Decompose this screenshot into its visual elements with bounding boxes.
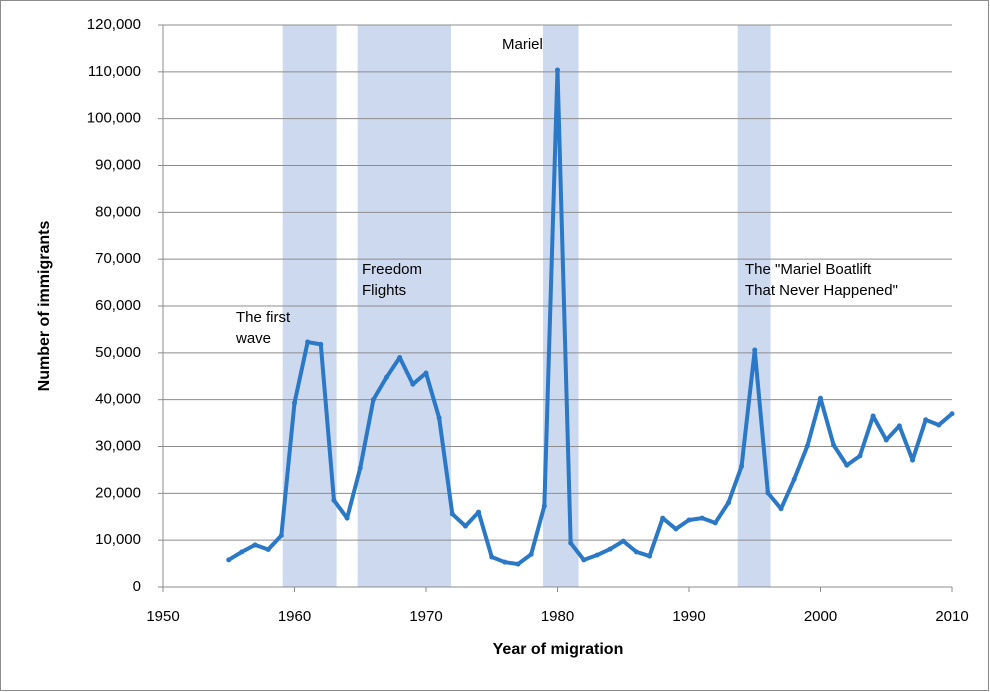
point [384, 374, 390, 380]
x-tick-label: 1950 [146, 608, 179, 625]
point [857, 453, 863, 459]
x-tick-label: 1990 [672, 608, 705, 625]
point [607, 546, 613, 552]
x-tick-label: 1980 [541, 608, 574, 625]
band-label: Mariel [502, 36, 543, 53]
y-tick-label: 10,000 [95, 531, 141, 548]
point [712, 520, 718, 526]
point [462, 523, 468, 529]
point [778, 506, 784, 512]
point [370, 397, 376, 403]
x-tick-label: 1970 [409, 608, 442, 625]
point [594, 552, 600, 558]
y-tick-label: 80,000 [95, 203, 141, 220]
point [555, 67, 560, 73]
point [686, 517, 692, 523]
point [725, 500, 731, 506]
point [844, 462, 850, 468]
y-tick-label: 70,000 [95, 250, 141, 267]
point [752, 347, 758, 353]
point [541, 503, 547, 509]
point [923, 417, 929, 423]
point [252, 542, 258, 548]
band-label: The first [236, 309, 291, 326]
point [344, 515, 350, 521]
y-tick-label: 90,000 [95, 156, 141, 173]
point [331, 497, 337, 503]
point [502, 559, 508, 565]
y-tick-label: 0 [133, 578, 141, 595]
y-tick-label: 100,000 [87, 110, 141, 127]
point [804, 443, 810, 449]
point [883, 437, 889, 443]
point [436, 415, 442, 421]
point [528, 551, 534, 557]
point [949, 411, 955, 417]
point [673, 526, 679, 532]
band-label: Freedom [362, 261, 422, 278]
x-tick-label: 2010 [935, 608, 968, 625]
x-tick-label: 1960 [278, 608, 311, 625]
point [831, 442, 837, 448]
point [489, 554, 495, 560]
point [239, 549, 245, 555]
point [449, 511, 455, 517]
point [318, 341, 324, 347]
x-tick-label: 2000 [804, 608, 837, 625]
point [647, 553, 653, 559]
point [633, 549, 639, 555]
band-label: Flights [362, 282, 406, 299]
point [699, 515, 705, 521]
point [410, 381, 416, 387]
point [515, 561, 521, 567]
point [265, 547, 271, 553]
y-axis-title: Number of immigrants [36, 221, 53, 392]
band-label: wave [235, 330, 271, 347]
y-tick-label: 40,000 [95, 391, 141, 408]
point [896, 423, 902, 429]
x-axis-title: Year of migration [493, 641, 624, 658]
point [226, 557, 232, 563]
point [397, 355, 403, 361]
point [305, 339, 311, 345]
band-label: That Never Happened" [745, 282, 898, 299]
point [357, 465, 363, 471]
y-tick-label: 60,000 [95, 297, 141, 314]
point [739, 463, 745, 469]
band-label: The "Mariel Boatlift [745, 261, 872, 278]
point [568, 540, 574, 546]
series-line [227, 67, 954, 567]
point [765, 490, 771, 496]
y-tick-label: 20,000 [95, 484, 141, 501]
point [292, 400, 297, 406]
point [791, 476, 797, 482]
point [620, 538, 626, 544]
y-tick-label: 50,000 [95, 344, 141, 361]
point [910, 457, 916, 463]
y-tick-label: 120,000 [87, 16, 141, 33]
point [870, 413, 876, 419]
point [660, 515, 666, 521]
y-tick-label: 110,000 [88, 63, 141, 80]
point [476, 509, 482, 515]
point [818, 395, 823, 401]
point [581, 557, 587, 563]
point [936, 422, 942, 428]
point [423, 370, 429, 376]
y-tick-label: 30,000 [95, 437, 141, 454]
point [278, 532, 284, 538]
